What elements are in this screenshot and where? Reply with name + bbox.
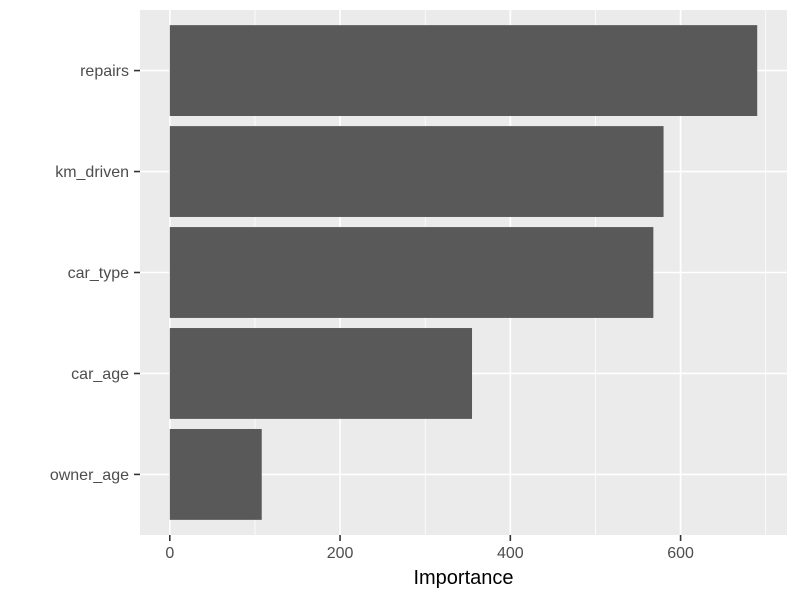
bar-repairs <box>169 25 758 117</box>
y-tick-label: km_driven <box>55 164 129 181</box>
y-axis: repairs km_driven car_type car_age owner_age <box>50 63 140 484</box>
x-tick-label: 400 <box>497 545 524 562</box>
x-tick-label: 600 <box>667 545 694 562</box>
bar-car_type <box>169 227 654 318</box>
y-tick-label: owner_age <box>50 467 129 484</box>
y-tick-label: car_age <box>71 366 129 383</box>
y-tick-label: repairs <box>80 63 129 80</box>
x-tick-label: 200 <box>327 545 354 562</box>
bar-owner_age <box>169 428 262 520</box>
bar-car_age <box>169 328 473 419</box>
x-axis: 0 200 400 600 <box>165 535 694 562</box>
x-tick-label: 0 <box>165 545 174 562</box>
bar-km_driven <box>169 126 664 217</box>
y-tick-label: car_type <box>68 265 129 282</box>
bars <box>169 25 758 520</box>
x-axis-title: Importance <box>413 567 513 589</box>
